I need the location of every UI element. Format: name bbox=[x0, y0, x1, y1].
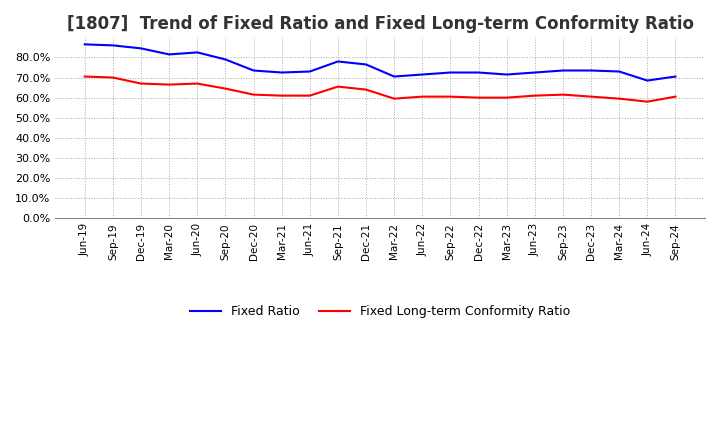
Fixed Long-term Conformity Ratio bbox=[249, 92, 258, 97]
Fixed Long-term Conformity Ratio bbox=[390, 96, 398, 101]
Fixed Ratio bbox=[446, 70, 455, 75]
Fixed Long-term Conformity Ratio bbox=[81, 74, 89, 79]
Fixed Ratio bbox=[559, 68, 567, 73]
Fixed Long-term Conformity Ratio bbox=[361, 87, 370, 92]
Fixed Ratio bbox=[109, 43, 117, 48]
Fixed Long-term Conformity Ratio bbox=[531, 93, 539, 98]
Fixed Ratio bbox=[221, 57, 230, 62]
Fixed Ratio bbox=[418, 72, 427, 77]
Fixed Long-term Conformity Ratio bbox=[446, 94, 455, 99]
Fixed Long-term Conformity Ratio bbox=[643, 99, 652, 104]
Line: Fixed Long-term Conformity Ratio: Fixed Long-term Conformity Ratio bbox=[85, 77, 675, 102]
Fixed Long-term Conformity Ratio bbox=[193, 81, 202, 86]
Fixed Long-term Conformity Ratio bbox=[615, 96, 624, 101]
Fixed Ratio bbox=[361, 62, 370, 67]
Fixed Long-term Conformity Ratio bbox=[559, 92, 567, 97]
Fixed Ratio bbox=[277, 70, 286, 75]
Line: Fixed Ratio: Fixed Ratio bbox=[85, 44, 675, 81]
Fixed Long-term Conformity Ratio bbox=[277, 93, 286, 98]
Fixed Long-term Conformity Ratio bbox=[305, 93, 314, 98]
Fixed Ratio bbox=[587, 68, 595, 73]
Fixed Ratio bbox=[305, 69, 314, 74]
Title: [1807]  Trend of Fixed Ratio and Fixed Long-term Conformity Ratio: [1807] Trend of Fixed Ratio and Fixed Lo… bbox=[67, 15, 693, 33]
Fixed Ratio bbox=[193, 50, 202, 55]
Fixed Long-term Conformity Ratio bbox=[474, 95, 483, 100]
Fixed Long-term Conformity Ratio bbox=[587, 94, 595, 99]
Legend: Fixed Ratio, Fixed Long-term Conformity Ratio: Fixed Ratio, Fixed Long-term Conformity … bbox=[185, 301, 575, 323]
Fixed Ratio bbox=[390, 74, 398, 79]
Fixed Ratio bbox=[165, 52, 174, 57]
Fixed Ratio bbox=[643, 78, 652, 83]
Fixed Long-term Conformity Ratio bbox=[503, 95, 511, 100]
Fixed Ratio bbox=[249, 68, 258, 73]
Fixed Long-term Conformity Ratio bbox=[137, 81, 145, 86]
Fixed Ratio bbox=[615, 69, 624, 74]
Fixed Ratio bbox=[333, 59, 342, 64]
Fixed Ratio bbox=[137, 46, 145, 51]
Fixed Ratio bbox=[671, 74, 680, 79]
Fixed Long-term Conformity Ratio bbox=[109, 75, 117, 80]
Fixed Long-term Conformity Ratio bbox=[221, 86, 230, 91]
Fixed Long-term Conformity Ratio bbox=[418, 94, 427, 99]
Fixed Long-term Conformity Ratio bbox=[671, 94, 680, 99]
Fixed Ratio bbox=[474, 70, 483, 75]
Fixed Ratio bbox=[531, 70, 539, 75]
Fixed Long-term Conformity Ratio bbox=[333, 84, 342, 89]
Fixed Ratio bbox=[503, 72, 511, 77]
Fixed Ratio bbox=[81, 42, 89, 47]
Fixed Long-term Conformity Ratio bbox=[165, 82, 174, 87]
